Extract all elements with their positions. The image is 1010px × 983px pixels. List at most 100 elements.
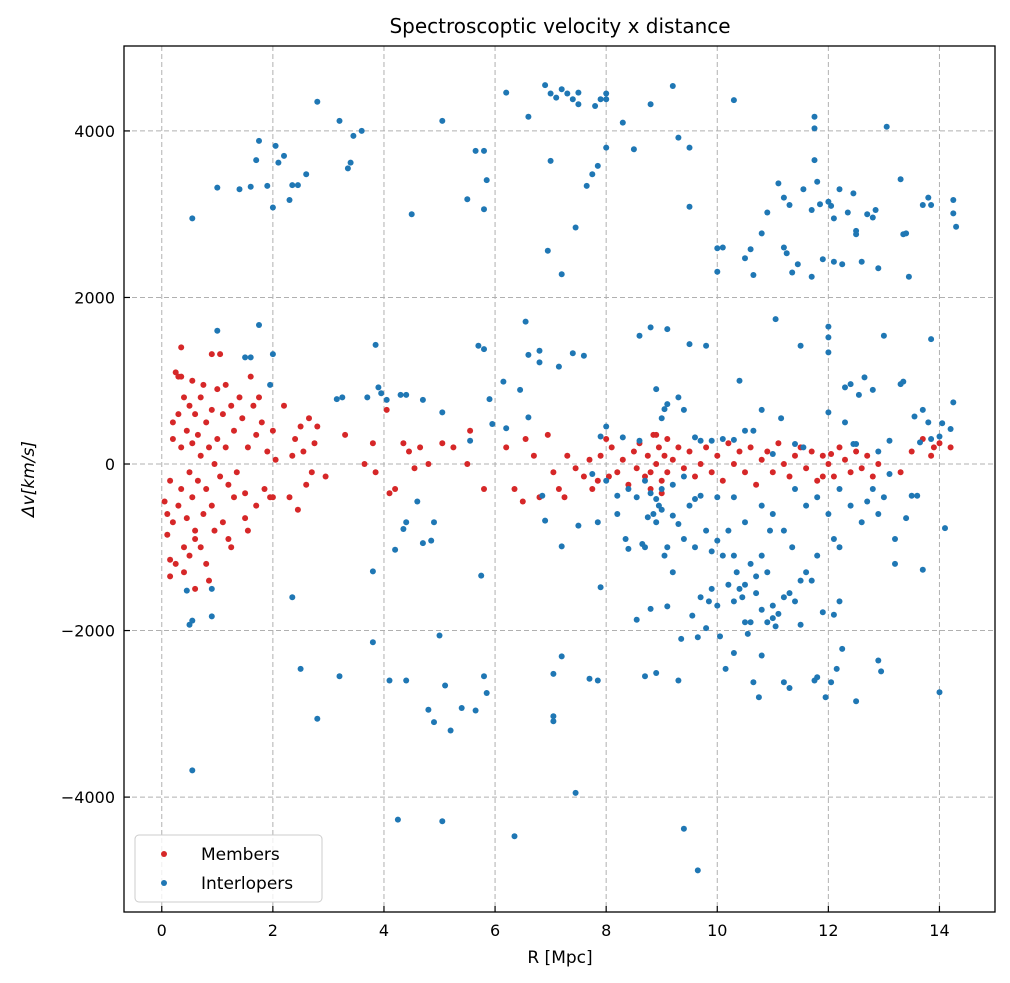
- interlopers-point: [489, 421, 496, 427]
- interlopers-point: [850, 190, 857, 197]
- interlopers-point: [208, 585, 215, 592]
- members-point: [197, 544, 204, 551]
- members-point: [208, 351, 215, 358]
- members-point: [511, 486, 518, 492]
- interlopers-point: [758, 606, 765, 613]
- interlopers-point: [256, 322, 262, 328]
- members-point: [178, 444, 185, 451]
- members-point: [186, 552, 193, 559]
- interlopers-point: [419, 396, 426, 403]
- interlopers-point: [642, 544, 648, 551]
- interlopers-point: [564, 90, 571, 97]
- interlopers-point: [708, 437, 715, 444]
- members-point: [200, 381, 207, 388]
- interlopers-point: [789, 544, 796, 551]
- interlopers-point: [236, 186, 243, 193]
- interlopers-point: [875, 657, 882, 664]
- members-point: [630, 448, 637, 455]
- members-point: [217, 351, 224, 358]
- interlopers-point: [792, 486, 798, 492]
- members-point: [281, 402, 287, 409]
- interlopers-point: [786, 685, 793, 691]
- interlopers-point: [719, 552, 726, 559]
- members-point: [228, 402, 235, 409]
- interlopers-point: [730, 436, 737, 443]
- interlopers-point: [636, 437, 643, 444]
- members-point: [819, 473, 826, 480]
- interlopers-point: [481, 346, 487, 353]
- members-point: [214, 386, 221, 393]
- members-point: [555, 486, 562, 492]
- interlopers-point: [742, 619, 748, 626]
- interlopers-point: [247, 183, 254, 190]
- interlopers-point: [242, 354, 249, 361]
- interlopers-point: [880, 494, 887, 501]
- members-point: [167, 573, 174, 580]
- members-point: [269, 427, 276, 434]
- interlopers-point: [189, 767, 196, 774]
- interlopers-point: [917, 439, 923, 446]
- members-point: [183, 515, 190, 522]
- members-point: [369, 440, 376, 447]
- members-point: [725, 440, 732, 447]
- legend: Members Interlopers: [134, 834, 323, 903]
- members-point: [392, 486, 399, 492]
- members-point: [211, 527, 218, 534]
- interlopers-point: [442, 682, 449, 689]
- members-point: [194, 431, 201, 438]
- interlopers-point: [597, 96, 604, 103]
- interlopers-point: [697, 492, 704, 499]
- interlopers-point: [336, 117, 343, 124]
- interlopers-point: [953, 223, 960, 230]
- interlopers-point: [569, 96, 576, 103]
- members-point: [214, 436, 221, 442]
- members-point: [803, 465, 810, 472]
- interlopers-point: [286, 197, 293, 203]
- members-point: [439, 440, 446, 447]
- members-point: [222, 381, 229, 388]
- interlopers-point: [547, 90, 554, 97]
- members-point: [206, 444, 212, 451]
- interlopers-point: [658, 415, 665, 422]
- interlopers-point: [439, 409, 446, 416]
- interlopers-point: [269, 351, 276, 358]
- members-point: [192, 536, 199, 542]
- interlopers-point: [703, 527, 710, 534]
- interlopers-point: [267, 381, 274, 388]
- members-point: [703, 444, 710, 451]
- members-point: [589, 486, 596, 492]
- interlopers-point: [369, 639, 376, 646]
- interlopers-point: [825, 323, 832, 330]
- interlopers-point: [880, 332, 887, 339]
- members-point: [633, 465, 640, 472]
- members-point: [747, 444, 754, 451]
- interlopers-point: [814, 552, 821, 559]
- interlopers-point: [575, 522, 582, 529]
- members-point: [655, 444, 662, 451]
- members-point: [730, 461, 737, 467]
- interlopers-point: [780, 194, 787, 201]
- interlopers-point: [753, 590, 760, 597]
- members-point: [217, 473, 224, 480]
- members-point: [231, 427, 237, 434]
- x-tick-label: 8: [601, 921, 611, 940]
- interlopers-point: [436, 632, 443, 639]
- interlopers-point: [747, 560, 754, 567]
- members-point: [597, 452, 604, 459]
- x-tick-label: 2: [268, 921, 278, 940]
- members-point: [233, 469, 240, 476]
- interlopers-point: [892, 536, 898, 542]
- interlopers-point: [550, 670, 557, 677]
- members-point: [519, 498, 526, 505]
- interlopers-point: [428, 537, 435, 544]
- interlopers-point: [861, 374, 868, 381]
- interlopers-point: [675, 677, 682, 684]
- interlopers-point: [669, 83, 676, 89]
- interlopers-point: [797, 577, 804, 584]
- interlopers-point: [942, 525, 948, 532]
- interlopers-point: [714, 537, 721, 544]
- members-point: [580, 473, 587, 480]
- interlopers-point: [214, 184, 221, 191]
- members-point: [361, 461, 368, 467]
- x-tick-label: 10: [707, 921, 727, 940]
